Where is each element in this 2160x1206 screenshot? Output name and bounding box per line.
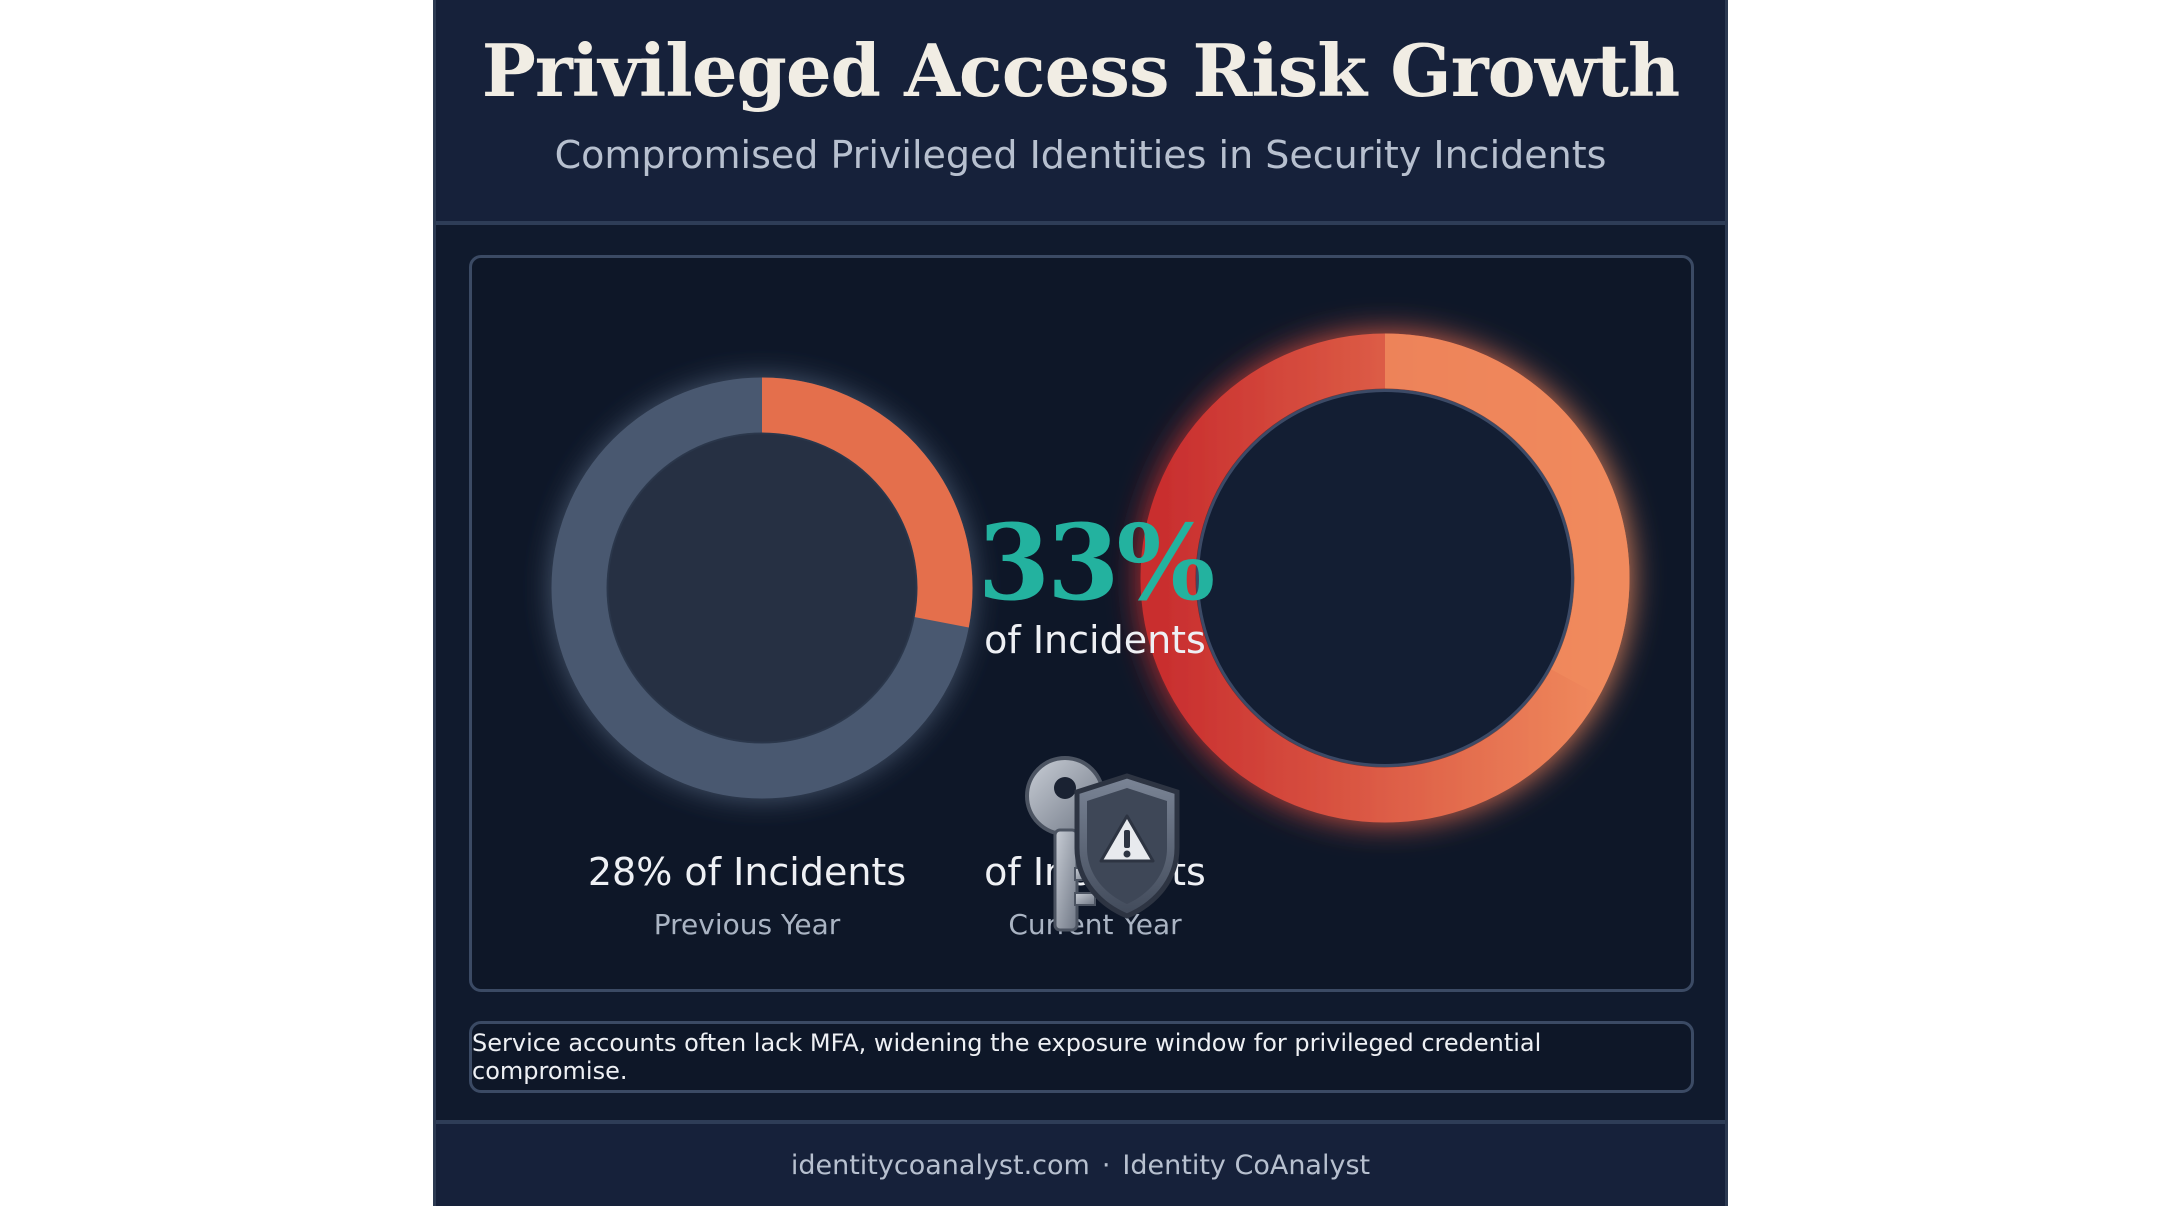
previous-year-label: Previous Year [653,908,841,941]
previous-year-donut-hole [608,434,916,742]
footer-brand: Identity CoAnalyst [1122,1150,1371,1181]
footer-line: identitycoanalyst.com · Identity CoAnalyst [436,1150,1725,1181]
note-text: Service accounts often lack MFA, widenin… [472,1029,1542,1085]
warning-icon [1099,814,1155,863]
header: Privileged Access Risk Growth Compromise… [436,0,1725,225]
note-box: Service accounts often lack MFA, widenin… [469,1021,1694,1093]
infographic-panel: Privileged Access Risk Growth Compromise… [433,0,1728,1206]
current-year-center-caption: of Incidents [984,618,1206,662]
previous-year-value-label: 28% of Incidents [587,850,907,894]
footer-site-link[interactable]: identitycoanalyst.com [790,1150,1090,1181]
footer: identitycoanalyst.com · Identity CoAnalyst [436,1120,1725,1206]
key-shield-warning-icon [1017,748,1187,938]
current-year-center-value: 33% [977,501,1216,624]
current-year-donut-hole [1196,389,1574,767]
footer-separator: · [1101,1150,1111,1181]
previous-year-donut-slice [761,377,973,628]
page-title: Privileged Access Risk Growth [481,28,1681,113]
donut-charts [551,333,1630,823]
page-subtitle: Compromised Privileged Identities in Sec… [554,133,1607,177]
current-year-donut-slice [1384,333,1630,696]
chart-card: 28% of Incidents Previous Year 33% of In… [469,255,1694,992]
current-year-label: Current Year [1008,908,1182,941]
